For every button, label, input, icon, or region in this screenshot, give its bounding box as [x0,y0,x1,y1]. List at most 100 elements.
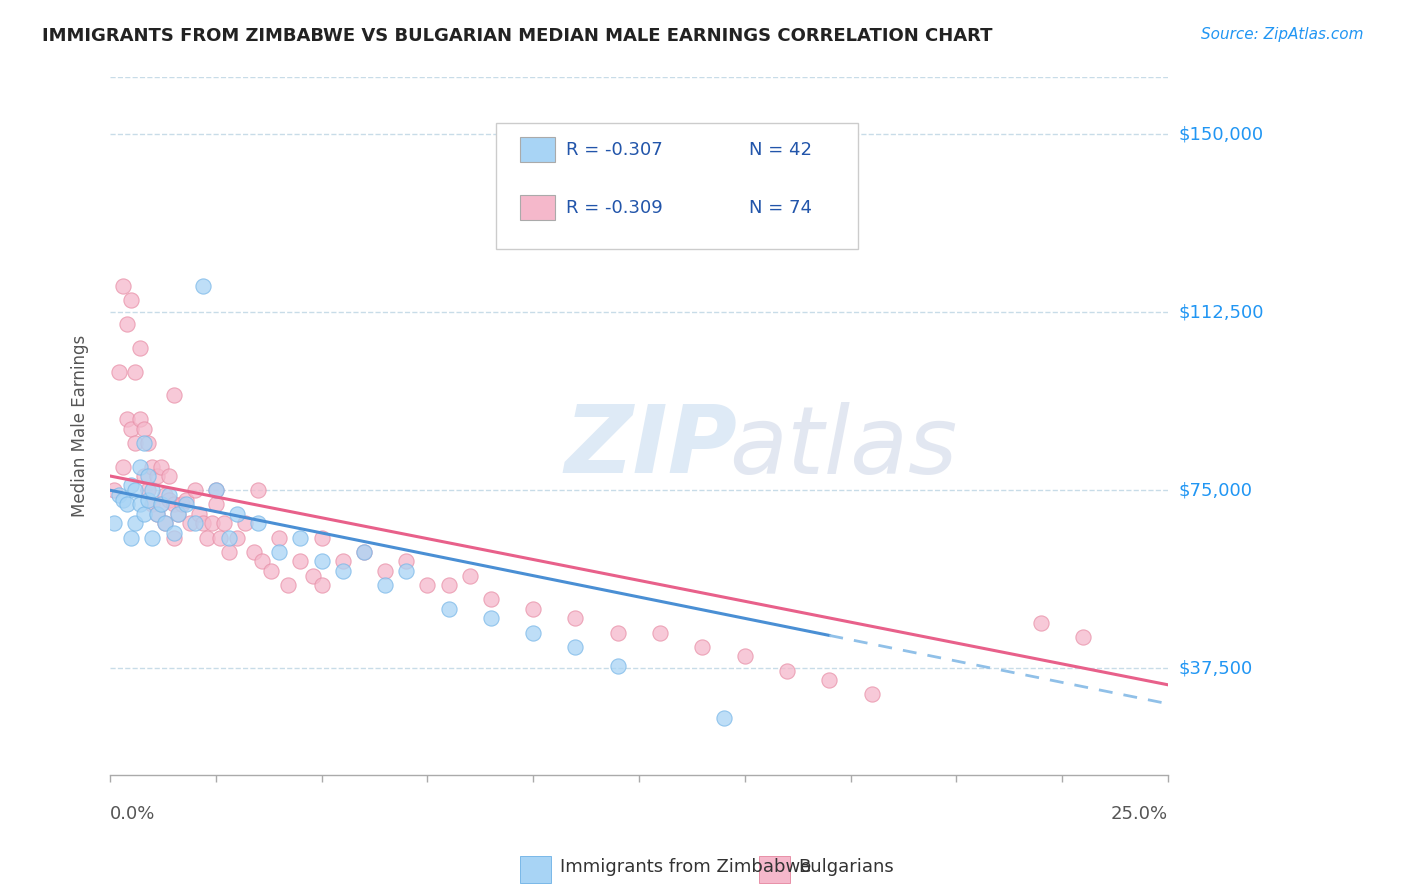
Point [166,507,188,521]
Point [111,492,134,507]
Point [111,279,134,293]
Point [103,483,125,498]
Point [162,388,184,402]
Point [1071,630,1094,644]
Point [218,545,240,559]
Point [162,531,184,545]
Text: $37,500: $37,500 [1180,659,1253,677]
Point [205,483,228,498]
Point [201,516,224,531]
Point [128,498,150,512]
Point [162,498,184,512]
Point [115,412,138,426]
Point [395,564,418,578]
Point [115,498,138,512]
Point [136,492,159,507]
Point [218,531,240,545]
Text: $75,000: $75,000 [1180,482,1253,500]
Point [522,602,544,616]
Point [153,488,176,502]
Point [311,578,333,592]
Point [1029,616,1052,631]
Point [183,516,205,531]
Point [311,531,333,545]
Text: N = 42: N = 42 [748,141,811,159]
Point [479,592,502,607]
Point [437,578,460,592]
Point [205,483,228,498]
Point [713,711,735,725]
Point [162,525,184,540]
Point [332,554,354,568]
Point [606,658,628,673]
Text: ZIP: ZIP [565,401,738,493]
Point [290,531,312,545]
Point [479,611,502,625]
Text: Bulgarians: Bulgarians [799,858,894,876]
Point [149,459,172,474]
Text: R = -0.309: R = -0.309 [565,199,662,217]
Point [145,507,167,521]
Point [522,625,544,640]
Point [776,664,799,678]
Point [132,469,155,483]
Point [132,435,155,450]
Text: atlas: atlas [728,401,957,492]
Point [174,492,197,507]
Point [243,545,266,559]
Point [120,421,142,435]
Text: R = -0.307: R = -0.307 [565,141,662,159]
Point [648,625,671,640]
Y-axis label: Median Male Earnings: Median Male Earnings [72,335,89,517]
Point [141,483,163,498]
Point [302,568,325,582]
Point [564,640,586,654]
Text: 0.0%: 0.0% [110,805,156,823]
Point [564,611,586,625]
Text: Source: ZipAtlas.com: Source: ZipAtlas.com [1201,27,1364,42]
Point [260,564,283,578]
Point [128,412,150,426]
Point [179,516,201,531]
Point [269,545,291,559]
Point [692,640,714,654]
Point [124,365,146,379]
Point [247,483,270,498]
Point [191,279,214,293]
Point [174,498,197,512]
Point [205,498,228,512]
Point [157,488,180,502]
Point [311,554,333,568]
Point [458,568,481,582]
Text: IMMIGRANTS FROM ZIMBABWE VS BULGARIAN MEDIAN MALE EARNINGS CORRELATION CHART: IMMIGRANTS FROM ZIMBABWE VS BULGARIAN ME… [42,27,993,45]
Point [437,602,460,616]
Point [166,507,188,521]
Point [128,341,150,355]
Point [120,478,142,492]
Point [157,492,180,507]
Point [149,498,172,512]
Point [247,516,270,531]
Point [141,459,163,474]
Point [187,507,209,521]
Point [107,488,129,502]
Point [860,687,883,701]
Point [153,516,176,531]
Point [269,531,291,545]
Point [290,554,312,568]
Point [103,516,125,531]
Point [149,498,172,512]
Point [141,498,163,512]
Point [197,531,219,545]
Point [145,469,167,483]
Point [136,469,159,483]
Point [353,545,375,559]
Point [124,435,146,450]
Point [145,507,167,521]
Point [235,516,257,531]
Point [332,564,354,578]
Point [606,625,628,640]
Point [183,483,205,498]
Point [734,649,756,664]
Point [226,531,249,545]
